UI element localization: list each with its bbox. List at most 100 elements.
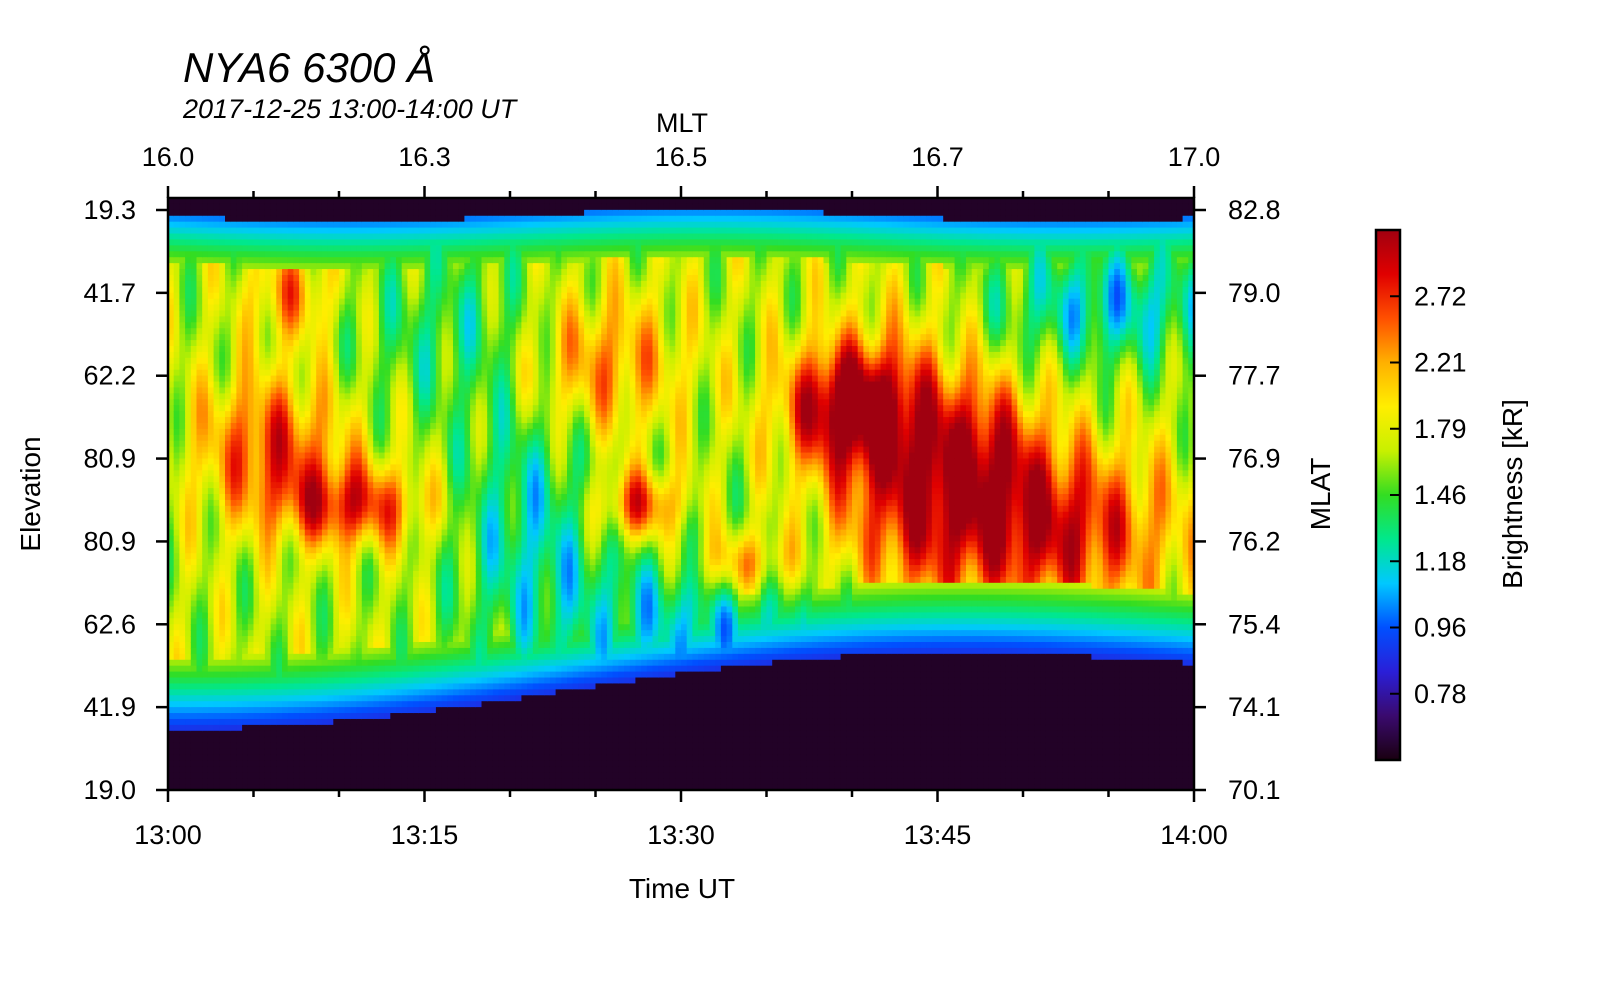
heatmap-cell: [287, 245, 294, 252]
heatmap-cell: [339, 446, 346, 454]
heatmap-cell: [356, 292, 363, 300]
heatmap-cell: [276, 316, 283, 323]
heatmap-cell: [339, 665, 346, 673]
heatmap-cell: [447, 630, 454, 637]
heatmap-cell: [435, 381, 443, 389]
heatmap-cell: [361, 346, 369, 353]
heatmap-cell: [339, 488, 346, 495]
heatmap-cell: [253, 417, 260, 424]
heatmap-cell: [367, 701, 374, 708]
heatmap-cell: [168, 494, 175, 501]
heatmap-cell: [230, 529, 237, 537]
heatmap-cell: [447, 689, 454, 696]
heatmap-cell: [390, 298, 397, 306]
heatmap-cell: [378, 630, 386, 637]
heatmap-cell: [367, 458, 374, 465]
heatmap-cell: [219, 298, 226, 306]
heatmap-cell: [396, 713, 403, 720]
heatmap-cell: [264, 245, 272, 252]
heatmap-cell: [213, 784, 220, 790]
heatmap-cell: [407, 221, 414, 229]
heatmap-cell: [447, 523, 454, 531]
heatmap-cell: [396, 464, 403, 471]
heatmap-cell: [207, 713, 215, 720]
heatmap-cell: [390, 695, 397, 702]
heatmap-cell: [378, 476, 386, 483]
heatmap-cell: [190, 221, 198, 229]
heatmap-cell: [356, 470, 363, 477]
heatmap-cell: [230, 434, 237, 442]
heatmap-cell: [367, 778, 374, 785]
heatmap-cell: [435, 772, 443, 779]
heatmap-cell: [196, 630, 203, 637]
heatmap-cell: [230, 630, 237, 637]
heatmap-cell: [293, 422, 300, 430]
heatmap-cell: [299, 683, 306, 690]
heatmap-cell: [213, 754, 220, 761]
heatmap-cell: [361, 227, 369, 235]
heatmap-cell: [185, 310, 192, 317]
heatmap-cell: [390, 541, 397, 548]
heatmap-cell: [247, 310, 255, 317]
heatmap-cell: [310, 677, 317, 685]
heatmap-cell: [339, 505, 346, 513]
heatmap-cell: [390, 594, 397, 602]
heatmap-cell: [179, 221, 186, 229]
heatmap-cell: [418, 292, 426, 300]
heatmap-cell: [327, 434, 334, 442]
heatmap-cell: [435, 464, 443, 471]
heatmap-cell: [270, 713, 277, 720]
heatmap-cell: [299, 328, 306, 335]
heatmap-cell: [219, 251, 226, 258]
heatmap-cell: [356, 630, 363, 637]
heatmap-cell: [356, 434, 363, 442]
heatmap-cell: [447, 263, 454, 270]
heatmap-cell: [225, 499, 232, 507]
heatmap-cell: [310, 316, 317, 323]
heatmap-cell: [316, 671, 323, 679]
heatmap-cell: [168, 582, 175, 590]
heatmap-cell: [384, 636, 391, 643]
heatmap-cell: [270, 576, 277, 584]
heatmap-cell: [373, 387, 380, 394]
heatmap-cell: [344, 440, 351, 448]
heatmap-cell: [242, 701, 249, 708]
heatmap-cell: [270, 718, 277, 726]
heatmap-cell: [418, 215, 426, 223]
heatmap-cell: [264, 612, 272, 619]
heatmap-cell: [264, 630, 272, 637]
heatmap-cell: [190, 422, 198, 430]
heatmap-cell: [276, 422, 283, 430]
heatmap-cell: [430, 612, 437, 619]
heatmap-cell: [230, 713, 237, 720]
heatmap-cell: [310, 499, 317, 507]
heatmap-cell: [356, 784, 363, 790]
heatmap-cell: [361, 576, 369, 584]
heatmap-cell: [299, 707, 306, 714]
heatmap-cell: [270, 559, 277, 566]
heatmap-cell: [299, 198, 306, 205]
heatmap-cell: [447, 695, 454, 702]
heatmap-cell: [344, 701, 351, 708]
heatmap-cell: [424, 393, 431, 400]
heatmap-cell: [225, 269, 232, 276]
heatmap-cell: [316, 381, 323, 389]
heatmap-cell: [339, 363, 346, 371]
heatmap-cell: [225, 245, 232, 252]
heatmap-cell: [236, 233, 243, 241]
heatmap-cell: [190, 754, 198, 761]
heatmap-cell: [185, 541, 192, 548]
heatmap-cell: [418, 464, 426, 471]
heatmap-cell: [230, 778, 237, 785]
heatmap-cell: [264, 399, 272, 406]
heatmap-cell: [299, 434, 306, 442]
heatmap-cell: [236, 298, 243, 306]
heatmap-cell: [327, 417, 334, 424]
heatmap-cell: [361, 659, 369, 667]
heatmap-cell: [247, 198, 255, 205]
heatmap-cell: [287, 316, 294, 323]
heatmap-cell: [378, 411, 386, 418]
heatmap-cell: [367, 547, 374, 554]
heatmap-cell: [213, 263, 220, 270]
heatmap-cell: [413, 292, 420, 300]
